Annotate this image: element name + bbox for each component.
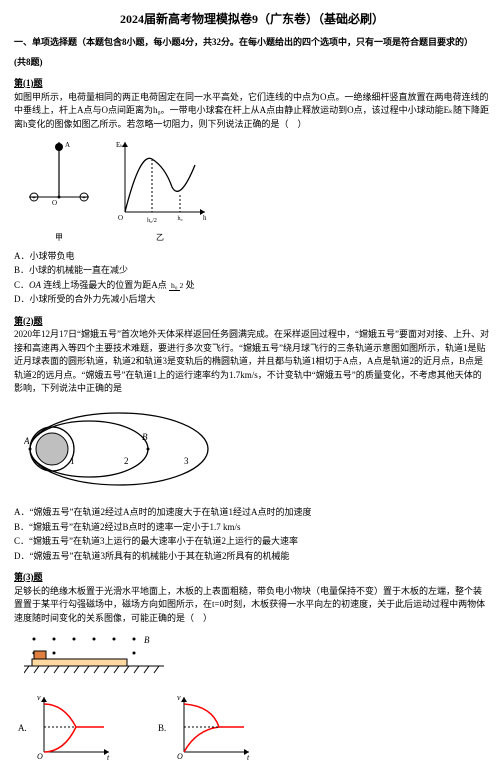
svg-text:t: t	[247, 753, 250, 762]
svg-text:A: A	[24, 436, 30, 446]
section-head-line2: (共8题)	[14, 56, 490, 70]
q2-options: A．“嫦娥五号”在轨道2经过A点时的加速度大于在轨道1经过A点时的加速度 B．“…	[14, 506, 490, 563]
q1-options: A．小球带负电 B．小球的机械能一直在减少 C．OA 连线上场强最大的位置为距A…	[14, 250, 490, 307]
q1-option-d: D．小球所受的合外力先减小后增大	[14, 293, 490, 307]
svg-text:h₀/2: h₀/2	[147, 218, 157, 224]
svg-text:v: v	[177, 693, 181, 702]
svg-text:t: t	[107, 753, 110, 762]
svg-text:A: A	[65, 141, 70, 149]
q1-fig1-label: 甲	[24, 232, 94, 244]
q1-option-b: B．小球的机械能一直在减少	[14, 264, 490, 278]
q2-stem: 2020年12月17日“嫦娥五号”首次地外天体采样返回任务圆满完成。在采样返回过…	[14, 328, 490, 396]
svg-text:O: O	[37, 752, 43, 761]
q1-option-a: A．小球带负电	[14, 250, 490, 264]
q3-graph-b: B. v t O	[174, 692, 254, 767]
q1-stem: 如图甲所示，电荷量相同的两正电荷固定在同一水平高处，它们连线的中点为O点。一绝缘…	[14, 91, 490, 132]
q3-figure: B	[24, 631, 490, 686]
svg-text:B: B	[142, 432, 148, 442]
svg-text:O: O	[118, 214, 123, 222]
q2-option-d: D．“嫦娥五号”在轨道3所具有的机械能小于其在轨道2所具有的机械能	[14, 550, 490, 564]
q1-fig2: Eₖ h O h₀/2 h₀ 乙	[110, 137, 210, 244]
q2-option-c: C．“嫦娥五号”在轨道3上运行的最大速率小于在轨道2上运行的最大速率	[14, 535, 490, 549]
q3-graph-a: A. v t O	[34, 692, 114, 767]
svg-text:2: 2	[124, 456, 129, 466]
section-head-line1: 一、单项选择题（本题包含8小题，每小题4分，共32分。在每小题给出的四个选项中，…	[14, 36, 490, 50]
svg-text:h: h	[203, 214, 207, 222]
q2-option-a: A．“嫦娥五号”在轨道2经过A点时的加速度大于在轨道1经过A点时的加速度	[14, 506, 490, 520]
svg-text:3: 3	[184, 456, 189, 466]
q1-figures: + + O A 甲 Eₖ h O	[24, 137, 490, 244]
svg-text:O: O	[177, 752, 183, 761]
svg-text:+: +	[82, 194, 86, 202]
svg-text:O: O	[52, 199, 57, 207]
page-title: 2024届新高考物理模拟卷9（广东卷）（基础必刷）	[14, 10, 490, 28]
q1-head: 第(1)题	[14, 77, 490, 91]
q1-fig1: + + O A 甲	[24, 137, 94, 244]
q3-head: 第(3)题	[14, 571, 490, 585]
q3-graphs: A. v t O B. v t O	[34, 692, 490, 767]
q3-stem: 足够长的绝缘木板置于光滑水平地面上，木板的上表面粗糙，带负电小物块（电量保持不变…	[14, 585, 490, 626]
q1-option-c: C．OA 连线上场强最大的位置为距A点 h₀2 处	[14, 279, 490, 293]
q1-fig2-label: 乙	[110, 232, 210, 244]
svg-text:1: 1	[70, 456, 75, 466]
svg-text:B: B	[144, 635, 150, 645]
svg-text:+: +	[32, 194, 36, 202]
svg-text:h₀: h₀	[177, 216, 182, 222]
svg-text:v: v	[37, 693, 41, 702]
q2-option-b: B．“嫦娥五号”在轨道2经过B点时的速率一定小于1.7 km/s	[14, 521, 490, 535]
q2-head: 第(2)题	[14, 315, 490, 329]
q2-figure: A B 1 2 3	[24, 404, 490, 499]
svg-text:Eₖ: Eₖ	[116, 141, 123, 149]
